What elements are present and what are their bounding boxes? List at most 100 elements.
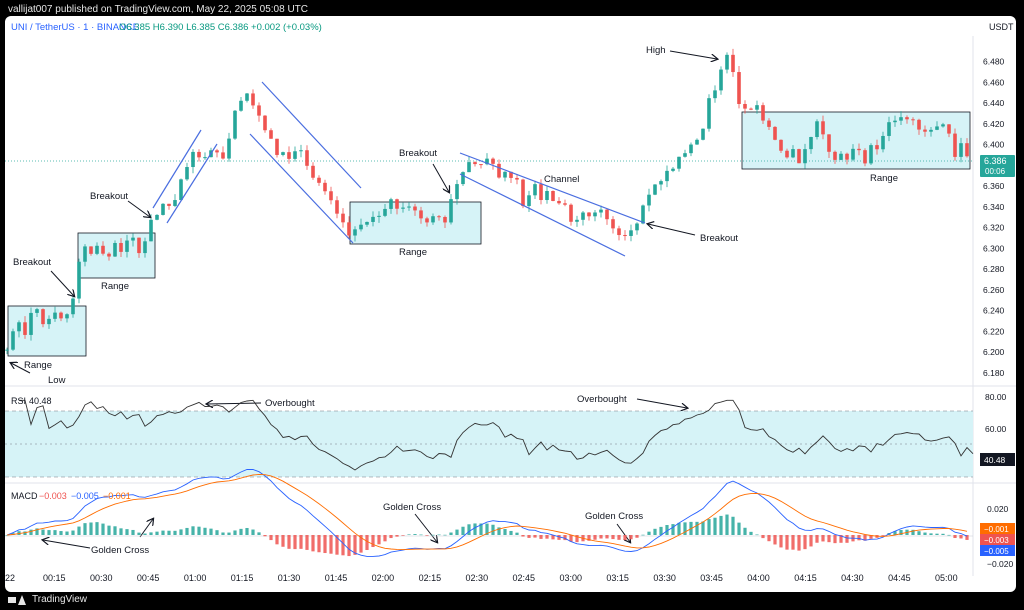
candle-body	[545, 191, 549, 201]
time-tick-label: 04:45	[888, 573, 911, 583]
candle-body	[779, 139, 783, 151]
candle-body	[551, 191, 555, 201]
candle-body	[749, 108, 753, 110]
time-tick-label: 00:15	[43, 573, 66, 583]
signal-line	[6, 473, 968, 551]
macd-bar	[677, 522, 681, 535]
candle-body	[359, 224, 363, 230]
candle-body	[425, 218, 429, 223]
candle-body	[347, 222, 351, 236]
candle-body	[203, 157, 207, 159]
macd-bar	[113, 526, 117, 535]
macd-bar	[419, 534, 423, 536]
macd-bar	[173, 530, 177, 535]
candle-body	[959, 143, 963, 157]
macd-bar	[707, 519, 711, 535]
candles	[5, 48, 969, 355]
macd-bar	[365, 535, 369, 551]
macd-bar	[911, 529, 915, 535]
channel-line-3b	[459, 173, 626, 257]
macd-bar	[83, 523, 87, 535]
candle-body	[539, 184, 543, 201]
currency-label: USDT	[989, 22, 1014, 32]
annotation-arrows	[11, 50, 717, 549]
rsi-tick-80: 80.00	[985, 392, 1007, 402]
candle-body	[647, 194, 651, 206]
macd-bar	[515, 532, 519, 535]
macd-panel: MACD −0.003 −0.005 −0.001 0.020 −0.020 −…	[5, 468, 1015, 569]
macd-tick-neg: −0.020	[987, 559, 1014, 569]
macd-bar	[233, 530, 237, 535]
candle-body	[965, 143, 969, 157]
macd-bar	[341, 535, 345, 556]
candle-body	[641, 205, 645, 224]
candle-body	[95, 245, 99, 254]
candle-body	[149, 219, 153, 242]
macd-bar	[791, 535, 795, 550]
arrow-golden-3	[616, 523, 630, 542]
macd-bar	[239, 528, 243, 535]
macd-bar	[593, 535, 597, 540]
price-tick-label: 6.440	[983, 98, 1005, 108]
macd-bar	[779, 535, 783, 548]
label-breakout-3: Breakout	[399, 148, 437, 159]
macd-bar	[191, 526, 195, 535]
candle-body	[407, 206, 411, 208]
macd-bar	[749, 531, 753, 535]
macd-bar	[827, 535, 831, 543]
macd-bar	[455, 529, 459, 535]
chart-panel[interactable]: UNI / TetherUS · 1 · BINANCE O6.385 H6.3…	[5, 16, 1016, 592]
time-axis[interactable]: 22 00:15 00:30 00:45 01:00 01:15 01:30 01:45 02:…	[5, 573, 958, 583]
candle-body	[77, 261, 81, 299]
trading-chart[interactable]: UNI / TetherUS · 1 · BINANCE O6.385 H6.3…	[5, 16, 1016, 592]
arrow-overbought-2	[636, 398, 687, 408]
macd-bar	[623, 535, 627, 541]
candle-body	[923, 129, 927, 132]
label-breakout-4: Breakout	[700, 233, 738, 244]
macd-bar	[437, 534, 441, 536]
time-tick-label: 03:30	[653, 573, 676, 583]
time-tick-label: 04:30	[841, 573, 864, 583]
candle-body	[167, 203, 171, 206]
candle-body	[227, 138, 231, 159]
macd-bar	[347, 535, 351, 557]
macd-bar	[611, 535, 615, 540]
price-tick-label: 6.220	[983, 326, 1005, 336]
candle-body	[887, 122, 891, 136]
macd-bar	[923, 532, 927, 535]
candle-body	[761, 105, 765, 121]
rsi-tick-60: 60.00	[985, 424, 1007, 434]
macd-bar	[953, 535, 957, 539]
time-tick-label: 02:45	[513, 573, 536, 583]
macd-bar	[377, 535, 381, 545]
label-range-3: Range	[399, 247, 427, 258]
candle-body	[623, 235, 627, 237]
label-high: High	[646, 45, 666, 56]
candle-body	[467, 162, 471, 173]
candle-body	[443, 216, 447, 223]
price-tick-label: 6.420	[983, 119, 1005, 129]
candle-body	[515, 177, 519, 180]
candle-body	[659, 181, 663, 185]
macd-bar	[17, 531, 21, 535]
candle-body	[881, 135, 885, 150]
macd-bar	[635, 535, 639, 538]
countdown: 00:06	[985, 167, 1006, 176]
price-tick-label: 6.480	[983, 57, 1005, 67]
macd-bar	[107, 525, 111, 535]
arrow-breakout-3	[432, 163, 449, 192]
candle-body	[677, 156, 681, 169]
channel-line-2a	[261, 81, 362, 189]
price-tick-label: 6.300	[983, 243, 1005, 253]
candle-body	[191, 151, 195, 168]
candle-body	[509, 171, 513, 178]
candle-body	[875, 145, 879, 150]
candle-body	[707, 98, 711, 129]
macd-bar	[209, 528, 213, 535]
macd-bar	[215, 530, 219, 535]
macd-bar	[287, 535, 291, 549]
price-axis[interactable]: 6.4806.4606.4406.4206.4006.3806.3606.340…	[983, 57, 1005, 378]
macd-bar	[149, 532, 153, 535]
price-tick-label: 6.400	[983, 140, 1005, 150]
candle-body	[587, 212, 591, 217]
